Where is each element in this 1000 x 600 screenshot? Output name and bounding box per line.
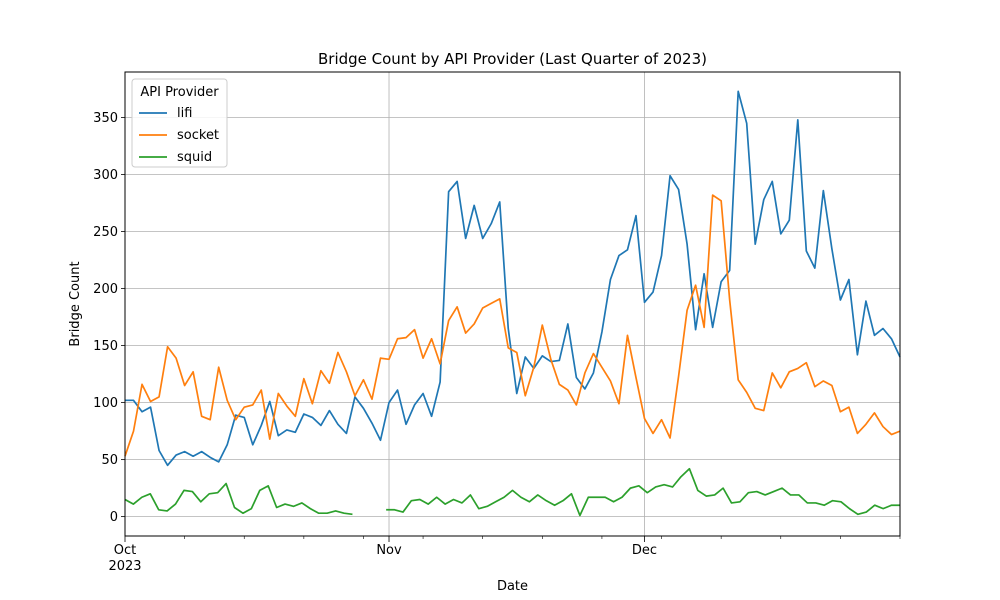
series-socket <box>124 194 901 457</box>
y-tick-label: 300 <box>93 168 118 183</box>
x-tick-label: Nov <box>376 543 402 558</box>
line-socket <box>124 194 901 457</box>
x-axis-title: Date <box>497 579 528 594</box>
line-lifi <box>125 90 901 467</box>
chart-title: Bridge Count by API Provider (Last Quart… <box>318 50 707 68</box>
y-tick-label: 150 <box>93 339 118 354</box>
y-tick-label: 50 <box>101 453 118 468</box>
line-squid <box>124 467 900 517</box>
y-axis-title: Bridge Count <box>68 261 83 346</box>
series-lifi <box>125 90 901 467</box>
legend-box <box>131 78 228 168</box>
grid-lines <box>124 72 900 536</box>
series-squid <box>124 467 900 517</box>
legend-label-socket: socket <box>177 128 219 143</box>
x-tick-label: Dec <box>632 543 657 558</box>
legend: API Provider lifi socket squid <box>131 78 228 168</box>
y-tick-label: 100 <box>93 396 118 411</box>
y-tick-label: 250 <box>93 225 118 240</box>
y-tick-label: 350 <box>93 111 118 126</box>
series-lines <box>124 90 901 517</box>
x-tick-label: Oct <box>114 543 136 558</box>
y-axis: 0 50 100 150 200 250 300 350 <box>93 111 125 525</box>
y-tick-label: 0 <box>110 510 118 525</box>
legend-label-squid: squid <box>177 150 212 165</box>
legend-label-lifi: lifi <box>177 106 192 121</box>
legend-title: API Provider <box>140 85 219 100</box>
x-tick-sublabel: 2023 <box>108 559 141 574</box>
y-tick-label: 200 <box>93 282 118 297</box>
plot-area-frame <box>124 71 901 537</box>
